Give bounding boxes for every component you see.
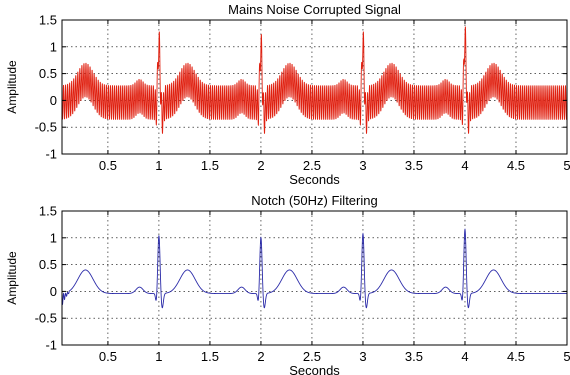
x-tick-label: 2 — [257, 158, 264, 173]
y-tick-label: 0 — [50, 284, 57, 299]
signal-series-line — [61, 26, 568, 134]
x-tick-label: 3 — [359, 349, 366, 364]
y-tick-label: 1 — [50, 39, 57, 54]
x-tick-label: 4.5 — [507, 158, 525, 173]
x-tick-label: 2 — [257, 349, 264, 364]
chart-title: Mains Noise Corrupted Signal — [228, 2, 401, 17]
x-tick-label: 2.5 — [303, 158, 321, 173]
x-tick-label: 5 — [563, 158, 570, 173]
x-tick-label: 1.5 — [201, 349, 219, 364]
x-tick-label: 2.5 — [303, 349, 321, 364]
x-tick-label: 1 — [155, 349, 162, 364]
y-tick-label: 0.5 — [39, 66, 57, 81]
y-tick-label: -1 — [45, 147, 57, 162]
y-tick-label: 1 — [50, 230, 57, 245]
y-axis-label: Amplitude — [5, 251, 19, 305]
x-axis-label: Seconds — [289, 172, 340, 187]
x-tick-label: 3 — [359, 158, 366, 173]
plot-frame — [61, 210, 568, 346]
plot-frame — [61, 19, 568, 155]
x-tick-label: 1 — [155, 158, 162, 173]
chart-panel-mains-noise: 0.5 1 1.5 2 2.5 3 3.5 4 4.5 5 -1 -0.5 0 0.5 1 1.5 Mains … — [5, 2, 570, 187]
y-tick-label: 0.5 — [39, 257, 57, 272]
x-tick-label: 4.5 — [507, 349, 525, 364]
y-tick-label: 0 — [50, 93, 57, 108]
x-tick-label: 1.5 — [201, 158, 219, 173]
x-tick-label: 0.5 — [99, 158, 117, 173]
x-tick-label: 4 — [461, 158, 468, 173]
y-tick-label: -0.5 — [35, 120, 57, 135]
x-tick-label: 0.5 — [99, 349, 117, 364]
x-tick-label: 4 — [461, 349, 468, 364]
chart-title: Notch (50Hz) Filtering — [251, 193, 377, 208]
y-tick-label: -1 — [45, 338, 57, 353]
y-tick-label: 1.5 — [39, 13, 57, 28]
x-axis-label: Seconds — [289, 363, 340, 375]
x-tick-label: 3.5 — [405, 349, 423, 364]
y-tick-label: -0.5 — [35, 311, 57, 326]
chart-panel-notch-filtering: 0.5 1 1.5 2 2.5 3 3.5 4 4.5 5 -1 -0.5 0 0.5 1 1.5 Notch … — [5, 193, 570, 375]
y-tick-label: 1.5 — [39, 204, 57, 219]
x-tick-label: 3.5 — [405, 158, 423, 173]
y-axis-label: Amplitude — [5, 60, 19, 114]
x-tick-label: 5 — [563, 349, 570, 364]
signal-series-line — [61, 228, 567, 309]
